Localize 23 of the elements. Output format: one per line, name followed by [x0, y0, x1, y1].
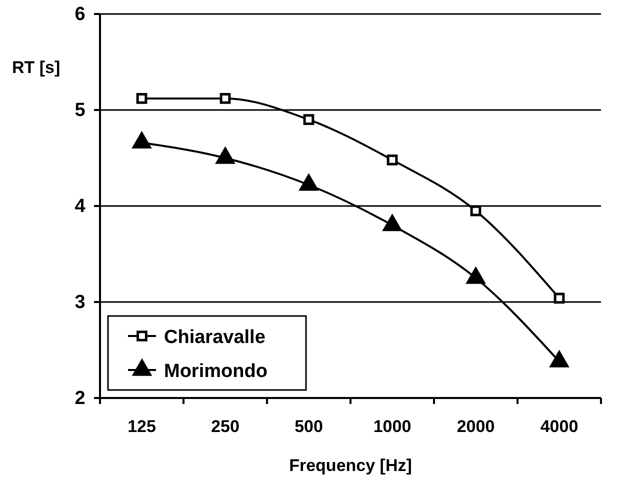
legend-label: Chiaravalle	[164, 327, 266, 348]
x-tick-label: 2000	[456, 417, 495, 436]
y-tick-label: 3	[74, 292, 86, 314]
point	[549, 350, 570, 368]
point	[386, 154, 398, 166]
x-tick-label: 125	[128, 417, 156, 436]
x-tick-label: 500	[294, 417, 323, 436]
point	[303, 114, 314, 126]
x-tick-label: 1000	[373, 417, 412, 436]
y-tick-label: 4	[74, 196, 86, 218]
y-tick-label: 5	[74, 100, 86, 122]
y-tick-label: 2	[74, 388, 86, 410]
x-axis-title: Frequency [Hz]	[289, 456, 412, 475]
point	[220, 93, 231, 104]
point	[382, 214, 402, 232]
y-tick-label: 6	[74, 4, 86, 26]
point	[470, 205, 482, 216]
x-tick-label: 4000	[540, 417, 578, 436]
y-axis-title: RT [s]	[12, 58, 60, 77]
point	[466, 266, 486, 284]
point	[136, 93, 148, 104]
legend-label: Morimondo	[164, 361, 268, 382]
x-tick-label: 250	[211, 417, 240, 436]
